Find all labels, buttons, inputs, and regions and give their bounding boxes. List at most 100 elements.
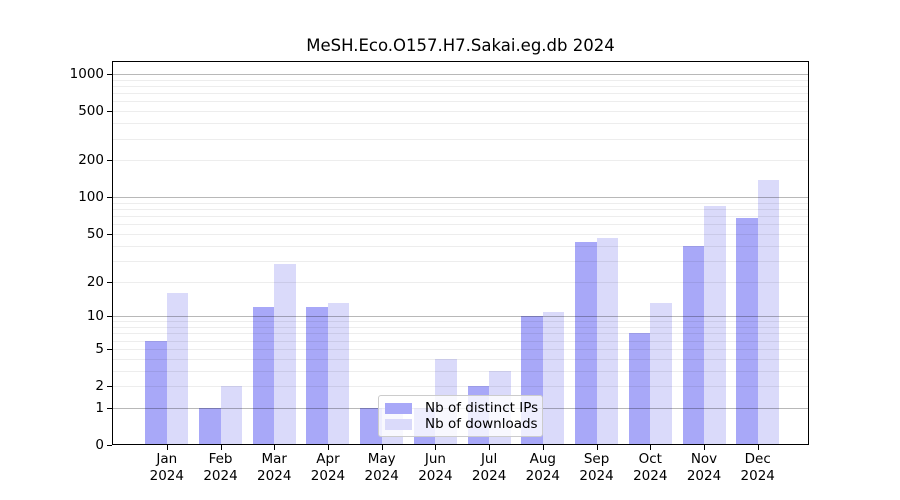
y-tick-label: 50: [86, 225, 104, 242]
downloads-swatch-icon: [385, 418, 412, 430]
minor-gridline: [113, 209, 808, 211]
x-tick-label-nov: Nov 2024: [686, 451, 722, 484]
y-tick-label: 5: [95, 340, 104, 357]
x-tick-mark: [704, 445, 705, 450]
x-tick-label-dec: Dec 2024: [740, 451, 775, 484]
bar-downloads-apr: [327, 303, 350, 444]
y-tick-mark: [107, 281, 112, 283]
minor-gridline: [113, 333, 808, 335]
bar-distinct-ips-oct: [628, 333, 651, 444]
bar-distinct-ips-apr: [306, 307, 328, 444]
x-tick-mark: [435, 445, 437, 450]
bar-downloads-aug: [542, 311, 565, 444]
bar-downloads-jan: [166, 292, 189, 444]
x-tick-label-jun: Jun 2024: [418, 451, 453, 484]
x-tick-mark: [327, 445, 329, 450]
y-tick-label: 0: [95, 437, 104, 453]
legend-label: Nb of distinct IPs: [425, 399, 539, 416]
legend-label: Nb of downloads: [425, 415, 538, 432]
x-tick-mark: [757, 445, 759, 450]
minor-gridline: [113, 245, 808, 247]
bar-distinct-ips-mar: [252, 307, 275, 444]
minor-gridline: [113, 79, 808, 81]
x-tick-label-may: May 2024: [364, 451, 399, 484]
x-tick-mark: [542, 445, 544, 450]
minor-gridline: [113, 101, 808, 103]
x-tick-label-jul: Jul 2024: [471, 451, 507, 484]
x-tick-mark: [381, 445, 383, 450]
y-tick-label: 200: [78, 152, 104, 169]
bar-distinct-ips-dec: [736, 217, 758, 444]
y-tick-mark: [107, 386, 112, 387]
y-tick-label: 2: [95, 378, 104, 394]
y-tick-mark: [107, 233, 112, 235]
legend: Nb of distinct IPs Nb of downloads: [378, 395, 543, 437]
y-tick-label: 20: [86, 273, 104, 290]
minor-gridline: [113, 386, 808, 387]
bar-downloads-oct: [650, 303, 672, 444]
minor-gridline: [113, 281, 808, 283]
major-gridline: [113, 197, 808, 199]
bar-distinct-ips-feb: [199, 407, 221, 444]
x-tick-label-jan: Jan 2024: [149, 451, 184, 484]
x-tick-mark: [650, 445, 652, 450]
y-tick-mark: [107, 316, 112, 318]
minor-gridline: [113, 348, 808, 350]
minor-gridline: [113, 93, 808, 95]
y-tick-label: 100: [78, 189, 104, 206]
y-tick-label: 500: [78, 103, 104, 120]
bar-distinct-ips-jan: [145, 340, 167, 444]
bar-downloads-dec: [757, 180, 780, 444]
minor-gridline: [113, 321, 808, 323]
bar-downloads-nov: [704, 206, 726, 444]
minor-gridline: [113, 85, 808, 87]
legend-item-downloads: Nb of downloads: [385, 415, 538, 432]
y-tick-label: 10: [86, 308, 104, 325]
minor-gridline: [113, 233, 808, 235]
distinct-ips-swatch-icon: [385, 402, 412, 414]
y-tick-mark: [107, 407, 112, 409]
minor-gridline: [113, 358, 808, 360]
x-tick-mark: [489, 445, 491, 450]
x-tick-mark: [596, 445, 598, 450]
x-tick-mark: [220, 445, 222, 450]
x-tick-label-aug: Aug 2024: [525, 451, 560, 484]
x-tick-mark: [274, 445, 276, 450]
bar-downloads-feb: [220, 386, 243, 444]
bar-distinct-ips-sep: [575, 241, 597, 444]
y-tick-mark: [107, 445, 112, 446]
minor-gridline: [113, 138, 808, 140]
chart-title: MeSH.Eco.O157.H7.Sakai.eg.db 2024: [306, 36, 615, 55]
x-tick-label-feb: Feb 2024: [203, 451, 238, 484]
minor-gridline: [113, 216, 808, 218]
x-tick-mark: [166, 445, 168, 450]
major-gridline: [113, 73, 808, 75]
minor-gridline: [113, 123, 808, 125]
y-tick-mark: [107, 73, 112, 75]
minor-gridline: [113, 202, 808, 204]
minor-gridline: [113, 111, 808, 113]
x-tick-label-oct: Oct 2024: [633, 451, 668, 484]
bar-distinct-ips-nov: [682, 245, 704, 444]
y-tick-label: 1: [95, 399, 104, 416]
x-tick-label-mar: Mar 2024: [257, 451, 292, 484]
minor-gridline: [113, 340, 808, 342]
y-tick-mark: [107, 111, 112, 113]
legend-item-distinct-ips: Nb of distinct IPs: [385, 399, 539, 416]
y-tick-mark: [107, 197, 112, 199]
bar-distinct-ips-may: [360, 407, 382, 444]
bar-downloads-sep: [596, 238, 619, 444]
minor-gridline: [113, 224, 808, 226]
y-tick-mark: [107, 160, 112, 162]
y-tick-mark: [107, 348, 112, 350]
minor-gridline: [113, 370, 808, 372]
minor-gridline: [113, 160, 808, 162]
minor-gridline: [113, 260, 808, 262]
minor-gridline: [113, 327, 808, 328]
x-tick-label-sep: Sep 2024: [579, 451, 614, 484]
y-tick-label: 1000: [69, 65, 104, 82]
x-tick-label-apr: Apr 2024: [310, 451, 346, 484]
major-gridline: [113, 316, 808, 318]
bar-downloads-mar: [274, 264, 296, 444]
